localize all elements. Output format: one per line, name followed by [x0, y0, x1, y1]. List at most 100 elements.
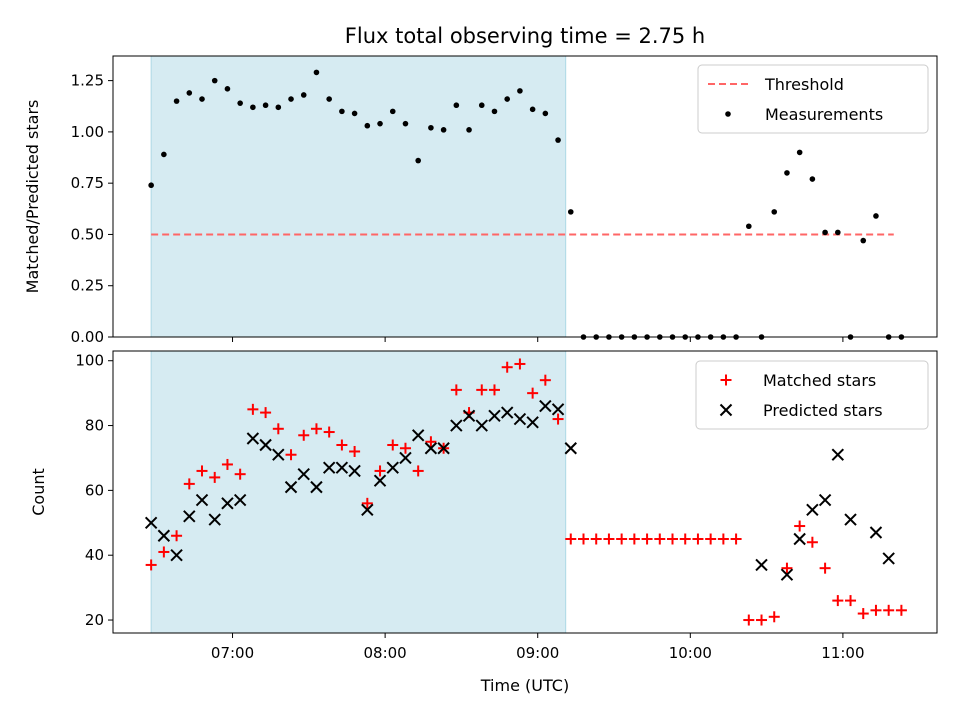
matched-star-point	[895, 604, 907, 616]
predicted-marker-b	[195, 493, 209, 507]
predicted-star-point	[183, 510, 196, 523]
ratio-panel: 0.00 0.25 0.50 0.75 1.00 1.25 Matched/Predict…	[23, 55, 938, 346]
measurement-point	[453, 102, 460, 109]
measurement-point	[504, 96, 510, 102]
matched-star-point	[870, 604, 882, 616]
predicted-marker-b	[297, 467, 310, 481]
predicted-star-point	[882, 552, 895, 565]
matched-star-point	[272, 423, 284, 435]
predicted-marker-b	[780, 568, 794, 581]
measurement-point	[809, 176, 816, 182]
count-legend: Matched stars Predicted stars	[695, 360, 929, 430]
matched-star-point	[285, 449, 297, 461]
predicted-marker-b	[259, 438, 272, 452]
measurement-point	[199, 96, 205, 102]
predicted-marker-b	[284, 480, 298, 494]
matched-star-point	[806, 536, 818, 548]
predicted-marker-b	[526, 416, 539, 429]
measurement-point	[173, 98, 180, 104]
matched-star-point	[768, 611, 780, 623]
matched-star-point	[641, 533, 653, 545]
predicted-star-point	[869, 526, 883, 539]
matched-star-point	[221, 458, 233, 470]
count-y-ticks: 20 40 60 80 100	[75, 352, 113, 629]
predicted-marker-b	[361, 503, 374, 517]
measurements-points	[148, 69, 905, 340]
predicted-star-point	[755, 558, 768, 572]
matched-star-point	[361, 497, 373, 509]
predicted-star-point	[526, 416, 539, 429]
matched-star-point	[145, 559, 157, 571]
predicted-marker-b	[322, 461, 336, 474]
matched-star-point	[603, 533, 615, 545]
predicted-star-point	[500, 406, 514, 419]
matched-star-point	[539, 374, 551, 386]
ratio-y-axis-label: Matched/Predicted stars	[23, 100, 42, 294]
measurement-point	[555, 137, 561, 143]
measurement-point	[771, 209, 778, 215]
matched-star-point	[336, 439, 348, 451]
measurement-point	[746, 223, 752, 230]
matched-star-point	[450, 384, 462, 396]
predicted-star-point	[513, 412, 527, 426]
matched-star-point	[501, 361, 513, 373]
predicted-marker-b	[437, 442, 450, 455]
matched-star-point	[171, 530, 183, 542]
predicted-marker-b	[424, 442, 438, 455]
observing-window-shade	[150, 350, 567, 634]
matched-stars-points	[145, 358, 907, 626]
measurement-point	[860, 237, 867, 244]
predicted-marker-b	[246, 432, 260, 445]
y-tick-label: 0.50	[71, 225, 104, 243]
matched-star-point	[298, 429, 310, 441]
matched-star-point	[552, 413, 564, 425]
predicted-star-point	[195, 493, 209, 507]
matched-star-point	[476, 384, 488, 396]
predicted-marker-b	[551, 403, 565, 416]
predicted-marker-b	[755, 558, 768, 572]
measurement-point	[567, 209, 574, 215]
predicted-marker-b	[882, 552, 895, 565]
predicted-star-point	[322, 461, 336, 474]
predicted-star-point	[844, 513, 857, 526]
measurement-point	[784, 170, 790, 176]
legend-threshold-label: Threshold	[764, 75, 844, 94]
matched-star-point	[565, 533, 577, 545]
y-tick-label: 0.75	[71, 174, 104, 192]
predicted-star-point	[488, 409, 501, 423]
count-y-axis-label: Count	[29, 468, 48, 516]
matched-star-point	[692, 533, 704, 545]
matched-star-point	[399, 442, 411, 454]
predicted-marker-b	[411, 429, 425, 442]
predicted-marker-b	[869, 526, 883, 539]
measurement-point	[415, 157, 421, 164]
matched-star-point	[412, 465, 424, 477]
predicted-star-point	[780, 568, 794, 581]
y-tick-label: 0.25	[71, 277, 104, 295]
measurement-point	[402, 120, 409, 127]
x-tick-label: 08:00	[364, 644, 407, 662]
measurement-point	[873, 213, 879, 219]
measurement-point	[377, 120, 383, 127]
predicted-marker-b	[170, 548, 183, 562]
x-axis-label: Time (UTC)	[480, 676, 569, 695]
measurement-point	[542, 110, 549, 117]
measurement-point	[148, 182, 154, 189]
predicted-star-point	[831, 448, 845, 461]
predicted-stars-points	[144, 399, 895, 581]
matched-star-point	[260, 407, 272, 419]
measurement-point	[250, 104, 256, 111]
matched-star-point	[590, 533, 602, 545]
predicted-marker-b	[488, 409, 501, 423]
measurement-point	[466, 127, 472, 133]
measurement-point	[517, 88, 523, 94]
predicted-star-point	[208, 513, 221, 526]
predicted-marker-b	[386, 461, 399, 474]
measurement-point	[440, 127, 447, 133]
measurement-point	[491, 108, 498, 115]
matched-star-point	[730, 533, 742, 545]
matched-star-point	[387, 439, 399, 451]
matched-star-point	[209, 471, 221, 483]
matched-star-point	[781, 562, 793, 574]
predicted-star-point	[297, 467, 310, 481]
